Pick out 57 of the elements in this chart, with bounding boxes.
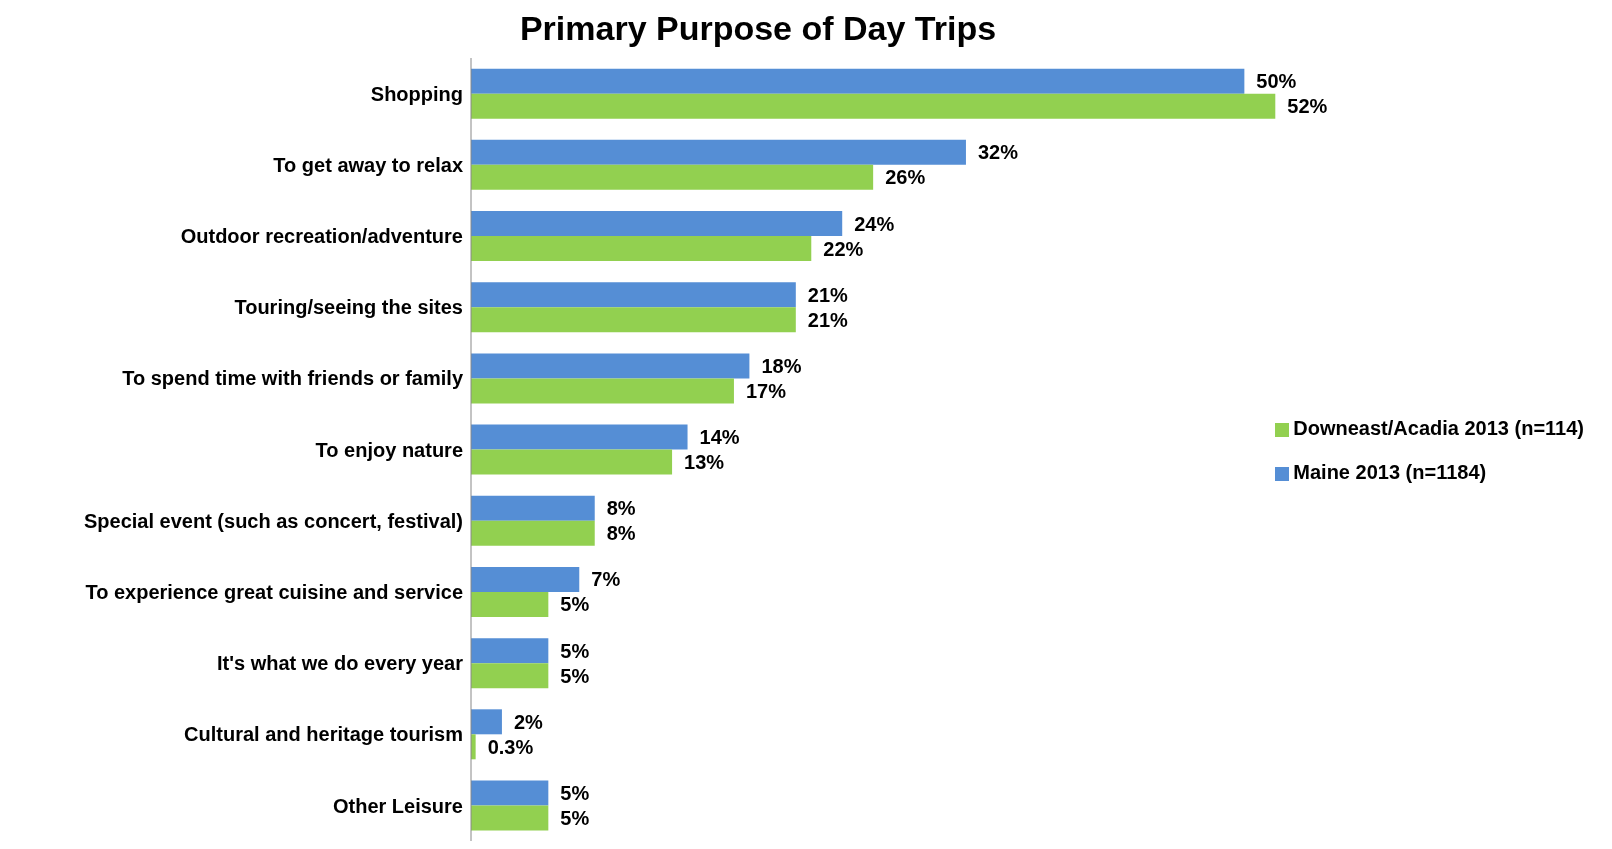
data-label: 5% (560, 639, 590, 662)
y-tick-label: It's what we do every year (217, 652, 464, 675)
y-tick-label: Shopping (370, 82, 463, 105)
bar (471, 709, 502, 735)
data-label: 17% (745, 379, 787, 402)
data-label: 5% (560, 593, 590, 616)
bar (471, 282, 796, 308)
data-label: 5% (560, 664, 590, 687)
bar (471, 211, 843, 237)
y-tick-label: Special event (such as concert, festival) (83, 509, 463, 532)
data-label: 18% (761, 354, 802, 377)
bar (471, 663, 549, 689)
data-label: 2% (513, 710, 544, 733)
bar (471, 236, 812, 262)
bar (471, 805, 549, 831)
bar (471, 93, 1276, 119)
data-label: 21% (807, 308, 849, 331)
y-tick-label: To spend time with friends or family (122, 367, 464, 390)
bar (471, 307, 796, 333)
bar (471, 353, 750, 379)
data-label: 21% (807, 283, 849, 306)
data-label: 50% (1256, 70, 1297, 93)
bar (471, 566, 580, 592)
y-tick-label: To get away to relax (273, 153, 463, 176)
data-label: 7% (591, 568, 621, 591)
y-tick-label: Cultural and heritage tourism (184, 723, 463, 746)
bar (471, 164, 874, 190)
data-label: 5% (560, 782, 590, 804)
bar (471, 495, 595, 521)
bar (471, 139, 966, 165)
y-tick-label: Other Leisure (332, 794, 463, 817)
data-label: 13% (684, 451, 725, 474)
bar (471, 638, 549, 664)
data-label: 8% (606, 522, 636, 545)
y-tick-label: To experience great cuisine and service (85, 580, 463, 603)
y-tick-label: To enjoy nature (315, 438, 463, 461)
bar (471, 449, 673, 475)
bar (471, 424, 688, 450)
bar (471, 520, 595, 546)
data-label: 26% (885, 166, 926, 189)
bar (471, 378, 734, 404)
data-label: 5% (560, 807, 590, 829)
data-label: 14% (699, 426, 740, 449)
data-label: 8% (606, 497, 636, 520)
data-label: 0.3% (487, 735, 534, 758)
data-label: 22% (823, 237, 864, 260)
chart-title: Primary Purpose of Day Trips (518, 8, 998, 49)
legend-label: Downeast/Acadia 2013 (n=114) (1293, 416, 1584, 439)
bar (471, 68, 1245, 94)
bar (471, 591, 549, 617)
y-tick-label: Outdoor recreation/adventure (180, 225, 463, 248)
data-label: 24% (854, 212, 895, 235)
y-tick-label: Touring/seeing the sites (234, 296, 463, 319)
data-label: 32% (977, 141, 1019, 164)
legend-label: Maine 2013 (n=1184) (1293, 460, 1487, 483)
bar (471, 780, 549, 806)
data-label: 52% (1287, 95, 1328, 118)
